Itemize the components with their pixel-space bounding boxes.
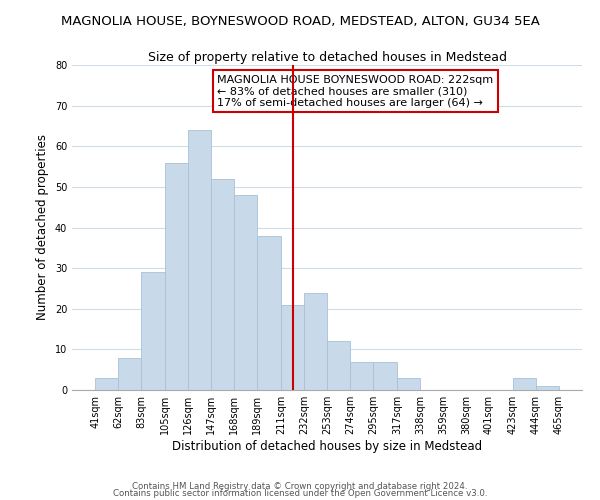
X-axis label: Distribution of detached houses by size in Medstead: Distribution of detached houses by size … [172,440,482,453]
Bar [234,195,257,390]
Text: MAGNOLIA HOUSE BOYNESWOOD ROAD: 222sqm
← 83% of detached houses are smaller (310: MAGNOLIA HOUSE BOYNESWOOD ROAD: 222sqm ←… [217,74,493,108]
Bar [188,130,211,390]
Bar [350,362,373,390]
Text: MAGNOLIA HOUSE, BOYNESWOOD ROAD, MEDSTEAD, ALTON, GU34 5EA: MAGNOLIA HOUSE, BOYNESWOOD ROAD, MEDSTEA… [61,15,539,28]
Bar [397,378,420,390]
Y-axis label: Number of detached properties: Number of detached properties [36,134,49,320]
Bar [211,179,234,390]
Bar [304,292,327,390]
Bar [327,341,350,390]
Text: Contains HM Land Registry data © Crown copyright and database right 2024.: Contains HM Land Registry data © Crown c… [132,482,468,491]
Bar [95,378,118,390]
Text: Contains public sector information licensed under the Open Government Licence v3: Contains public sector information licen… [113,490,487,498]
Bar [513,378,536,390]
Bar [373,362,397,390]
Bar [141,272,165,390]
Bar [536,386,559,390]
Title: Size of property relative to detached houses in Medstead: Size of property relative to detached ho… [148,51,506,64]
Bar [281,304,304,390]
Bar [165,162,188,390]
Bar [257,236,281,390]
Bar [118,358,141,390]
